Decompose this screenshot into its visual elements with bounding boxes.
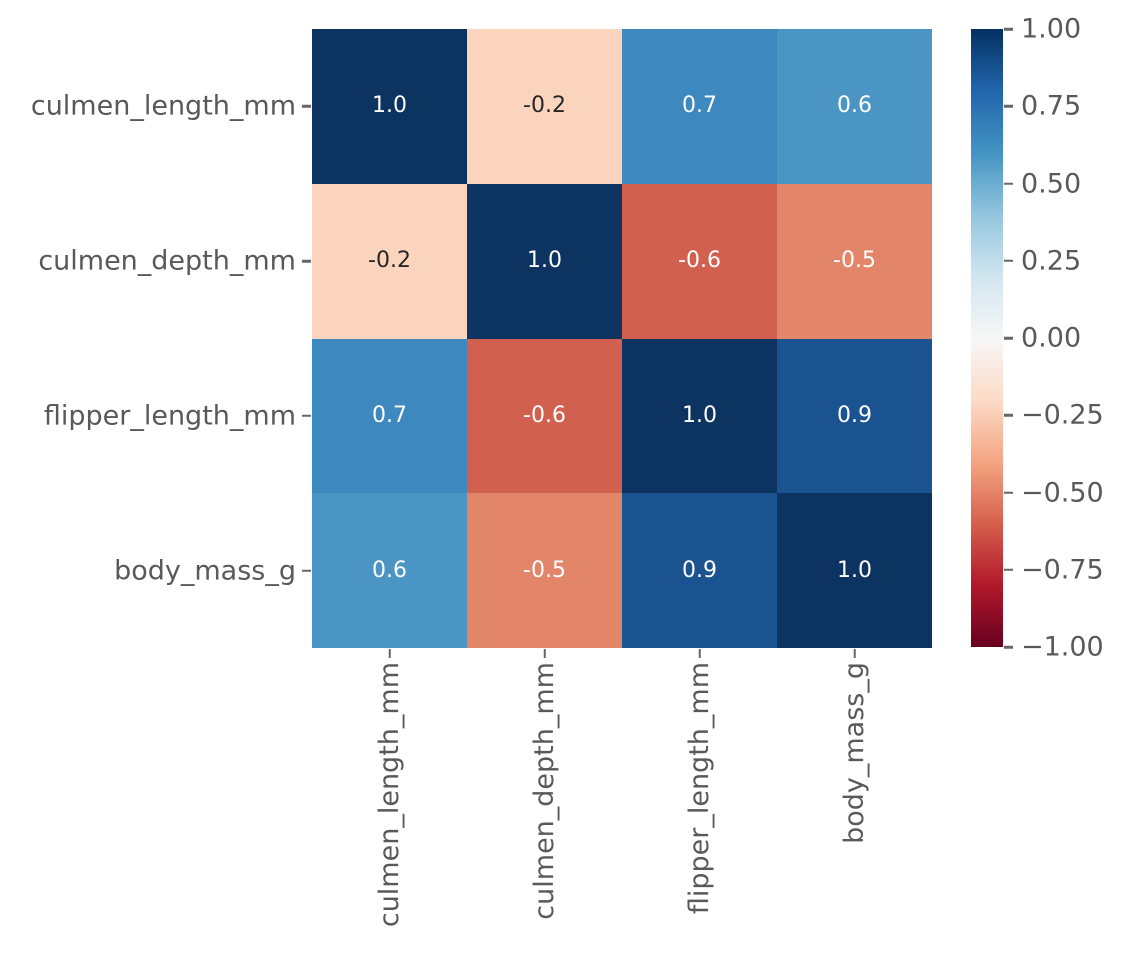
colorbar-tick-label: −1.00 bbox=[1021, 631, 1104, 663]
cell-value: 1.0 bbox=[837, 557, 872, 583]
cell-value: 0.7 bbox=[682, 93, 717, 119]
y-tick bbox=[302, 259, 311, 263]
cell-value: 0.9 bbox=[682, 557, 717, 583]
colorbar-tick-label: −0.25 bbox=[1021, 399, 1104, 431]
heatmap-cell: 1.0 bbox=[777, 493, 932, 648]
heatmap-cell: 0.9 bbox=[777, 338, 932, 494]
heatmap-cell: 1.0 bbox=[467, 183, 622, 339]
column-label: flipper_length_mm bbox=[683, 662, 715, 915]
heatmap-cell: 1.0 bbox=[622, 338, 777, 494]
cell-value: 0.6 bbox=[837, 93, 872, 119]
cell-value: -0.2 bbox=[368, 248, 411, 274]
colorbar-tick-label: −0.75 bbox=[1021, 554, 1104, 586]
colorbar-tick-label: 0.50 bbox=[1021, 168, 1082, 199]
column-label: body_mass_g bbox=[838, 662, 870, 844]
colorbar-tick bbox=[1004, 336, 1013, 340]
cell-value: 0.9 bbox=[837, 402, 872, 428]
colorbar-tick-label: 0.75 bbox=[1021, 90, 1082, 122]
colorbar-tick bbox=[1004, 27, 1013, 31]
row-label: culmen_length_mm bbox=[30, 90, 296, 122]
heatmap-cell: -0.6 bbox=[622, 183, 777, 339]
row-label: body_mass_g bbox=[114, 555, 296, 587]
x-tick bbox=[853, 649, 856, 658]
x-tick bbox=[388, 649, 391, 658]
heatmap-cell: 0.7 bbox=[312, 338, 467, 494]
heatmap-cell: -0.5 bbox=[467, 493, 622, 648]
y-tick bbox=[302, 414, 311, 418]
colorbar-tick-label: 0.25 bbox=[1021, 245, 1082, 277]
colorbar-tick-label: −0.50 bbox=[1021, 477, 1104, 508]
cell-value: 0.7 bbox=[372, 402, 407, 428]
colorbar-tick bbox=[1004, 491, 1013, 494]
colorbar-tick-label: 0.00 bbox=[1021, 322, 1082, 354]
heatmap-cell: -0.2 bbox=[467, 29, 622, 184]
colorbar-tick bbox=[1004, 568, 1013, 571]
colorbar-tick bbox=[1004, 645, 1013, 649]
x-tick bbox=[698, 649, 701, 658]
colorbar-tick bbox=[1004, 182, 1013, 185]
colorbar-tick bbox=[1004, 414, 1013, 417]
cell-value: -0.2 bbox=[523, 93, 566, 119]
row-label: flipper_length_mm bbox=[43, 400, 296, 432]
colorbar bbox=[971, 29, 1003, 647]
y-tick bbox=[302, 569, 311, 572]
colorbar-tick bbox=[1004, 105, 1013, 108]
heatmap-cell: 0.7 bbox=[622, 29, 777, 184]
column-label: culmen_length_mm bbox=[373, 662, 405, 928]
heatmap: 1.0 -0.2 0.7 0.6 -0.2 1.0 -0.6 -0.5 0.7 -0.6 1.0 0.… bbox=[312, 29, 932, 648]
heatmap-cell: 0.9 bbox=[622, 493, 777, 648]
colorbar-tick bbox=[1004, 259, 1013, 262]
cell-value: 0.6 bbox=[372, 557, 407, 583]
cell-value: -0.6 bbox=[523, 402, 566, 428]
cell-value: -0.5 bbox=[523, 557, 566, 583]
heatmap-cell: 0.6 bbox=[777, 29, 932, 184]
colorbar-tick-label: 1.00 bbox=[1021, 13, 1082, 45]
y-tick bbox=[302, 105, 311, 108]
column-label: culmen_depth_mm bbox=[528, 662, 560, 920]
heatmap-cell: 0.6 bbox=[312, 493, 467, 648]
heatmap-cell: -0.2 bbox=[312, 183, 467, 339]
cell-value: 1.0 bbox=[372, 93, 407, 119]
cell-value: -0.5 bbox=[833, 248, 876, 274]
row-label: culmen_depth_mm bbox=[38, 245, 296, 277]
cell-value: -0.6 bbox=[678, 248, 721, 274]
heatmap-cell: -0.6 bbox=[467, 338, 622, 494]
x-tick bbox=[543, 649, 546, 658]
heatmap-cell: 1.0 bbox=[312, 29, 467, 184]
cell-value: 1.0 bbox=[682, 402, 717, 428]
heatmap-cell: -0.5 bbox=[777, 183, 932, 339]
cell-value: 1.0 bbox=[527, 248, 562, 274]
